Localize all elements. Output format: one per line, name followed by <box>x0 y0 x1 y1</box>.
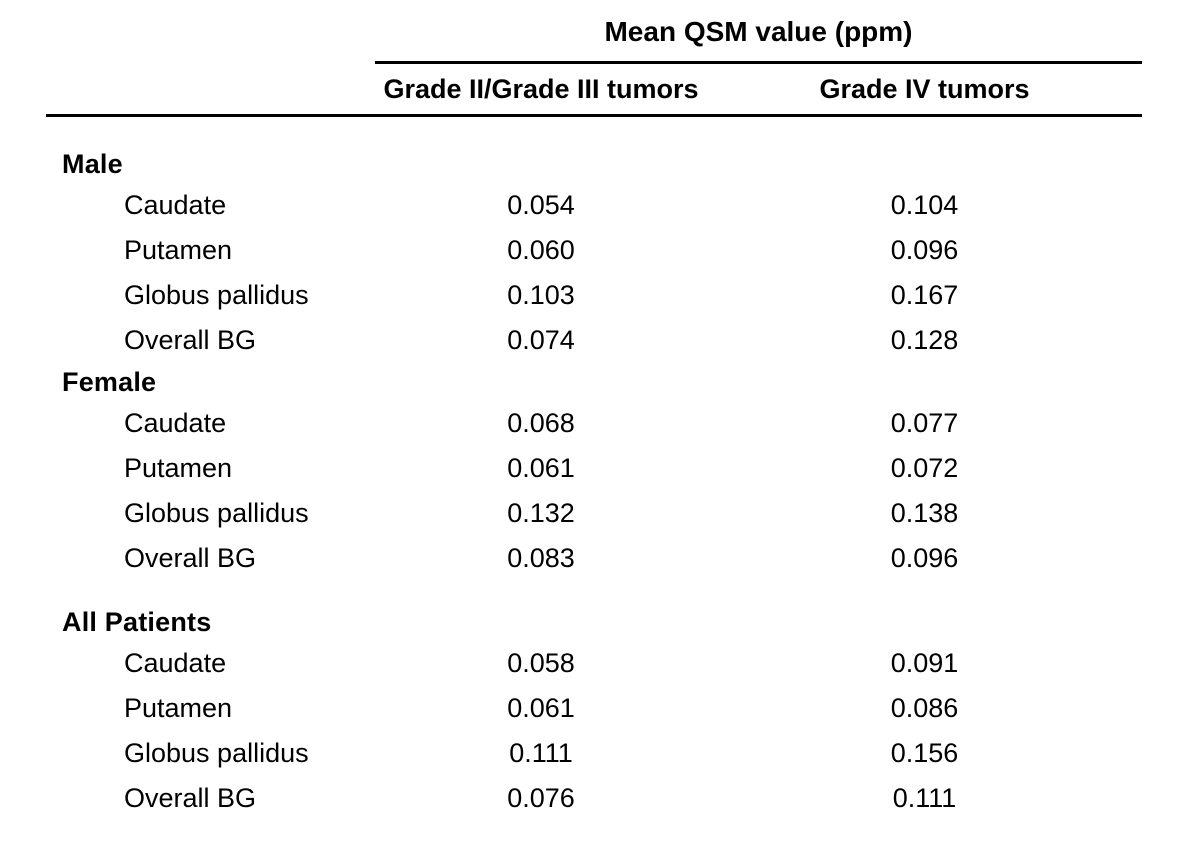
grade2-3-value: 0.103 <box>507 280 575 310</box>
grade2-3-value: 0.132 <box>507 498 575 528</box>
row-label: Putamen <box>124 453 233 483</box>
row-label: Caudate <box>124 648 227 678</box>
row-label: Overall BG <box>124 543 257 573</box>
grade2-3-value: 0.060 <box>507 235 575 265</box>
grade4-value: 0.086 <box>890 693 959 723</box>
column-header-grade4-tumors: Grade IV tumors <box>819 74 1030 104</box>
group-label: Male <box>62 148 123 179</box>
table-group: All Patients Caudate 0.058 0.091 Putamen… <box>0 603 1188 821</box>
grade2-3-value: 0.068 <box>507 408 575 438</box>
table-row: Putamen 0.061 0.086 <box>0 686 1188 731</box>
row-label: Caudate <box>124 190 227 220</box>
row-label: Putamen <box>124 693 233 723</box>
grade2-3-value: 0.054 <box>507 190 575 220</box>
table-row: Overall BG 0.074 0.128 <box>0 318 1188 363</box>
row-label: Overall BG <box>124 325 257 355</box>
table-group: Male Caudate 0.054 0.104 Putamen 0.060 0… <box>0 145 1188 363</box>
grade4-value: 0.104 <box>890 190 959 220</box>
grade2-3-value: 0.111 <box>509 738 573 768</box>
table-row: Caudate 0.068 0.077 <box>0 401 1188 446</box>
grade2-3-value: 0.083 <box>507 543 575 573</box>
grade4-value: 0.091 <box>890 648 959 678</box>
table-row: Putamen 0.060 0.096 <box>0 228 1188 273</box>
row-label: Putamen <box>124 235 233 265</box>
grade2-3-value: 0.076 <box>507 783 575 813</box>
grade2-3-value: 0.074 <box>507 325 575 355</box>
group-label: Female <box>62 366 157 397</box>
grade4-value: 0.072 <box>890 453 959 483</box>
grade2-3-value: 0.061 <box>507 693 575 723</box>
grade4-value: 0.167 <box>890 280 959 310</box>
spanner-header: Mean QSM value (ppm) <box>604 16 913 47</box>
table-row: Caudate 0.058 0.091 <box>0 641 1188 686</box>
grade4-value: 0.128 <box>890 325 959 355</box>
grade4-value: 0.096 <box>890 235 959 265</box>
grade2-3-value: 0.061 <box>507 453 575 483</box>
table-row: Caudate 0.054 0.104 <box>0 183 1188 228</box>
table-row: Putamen 0.061 0.072 <box>0 446 1188 491</box>
table-group: Female Caudate 0.068 0.077 Putamen 0.061… <box>0 363 1188 581</box>
table-row: Overall BG 0.076 0.111 <box>0 776 1188 821</box>
grade4-value: 0.077 <box>890 408 959 438</box>
grade4-value: 0.156 <box>890 738 959 768</box>
group-header-row: Female <box>0 363 1188 401</box>
group-header-row: All Patients <box>0 603 1188 641</box>
spanner-rule <box>375 61 1142 64</box>
group-label: All Patients <box>62 606 212 637</box>
header-rule <box>46 114 1142 117</box>
row-label: Caudate <box>124 408 227 438</box>
group-header-row: Male <box>0 145 1188 183</box>
row-label: Overall BG <box>124 783 257 813</box>
grade4-value: 0.111 <box>892 783 957 813</box>
table-row: Globus pallidus 0.111 0.156 <box>0 731 1188 776</box>
row-label: Globus pallidus <box>124 738 309 768</box>
grade4-value: 0.096 <box>890 543 959 573</box>
column-header-grade2-3-tumors: Grade II/Grade III tumors <box>383 74 699 104</box>
row-label: Globus pallidus <box>124 498 309 528</box>
grade2-3-value: 0.058 <box>507 648 575 678</box>
table-body: Male Caudate 0.054 0.104 Putamen 0.060 0… <box>0 145 1188 821</box>
table-row: Globus pallidus 0.103 0.167 <box>0 273 1188 318</box>
table-row: Overall BG 0.083 0.096 <box>0 536 1188 581</box>
row-label: Globus pallidus <box>124 280 309 310</box>
grade4-value: 0.138 <box>890 498 959 528</box>
table-row: Globus pallidus 0.132 0.138 <box>0 491 1188 536</box>
